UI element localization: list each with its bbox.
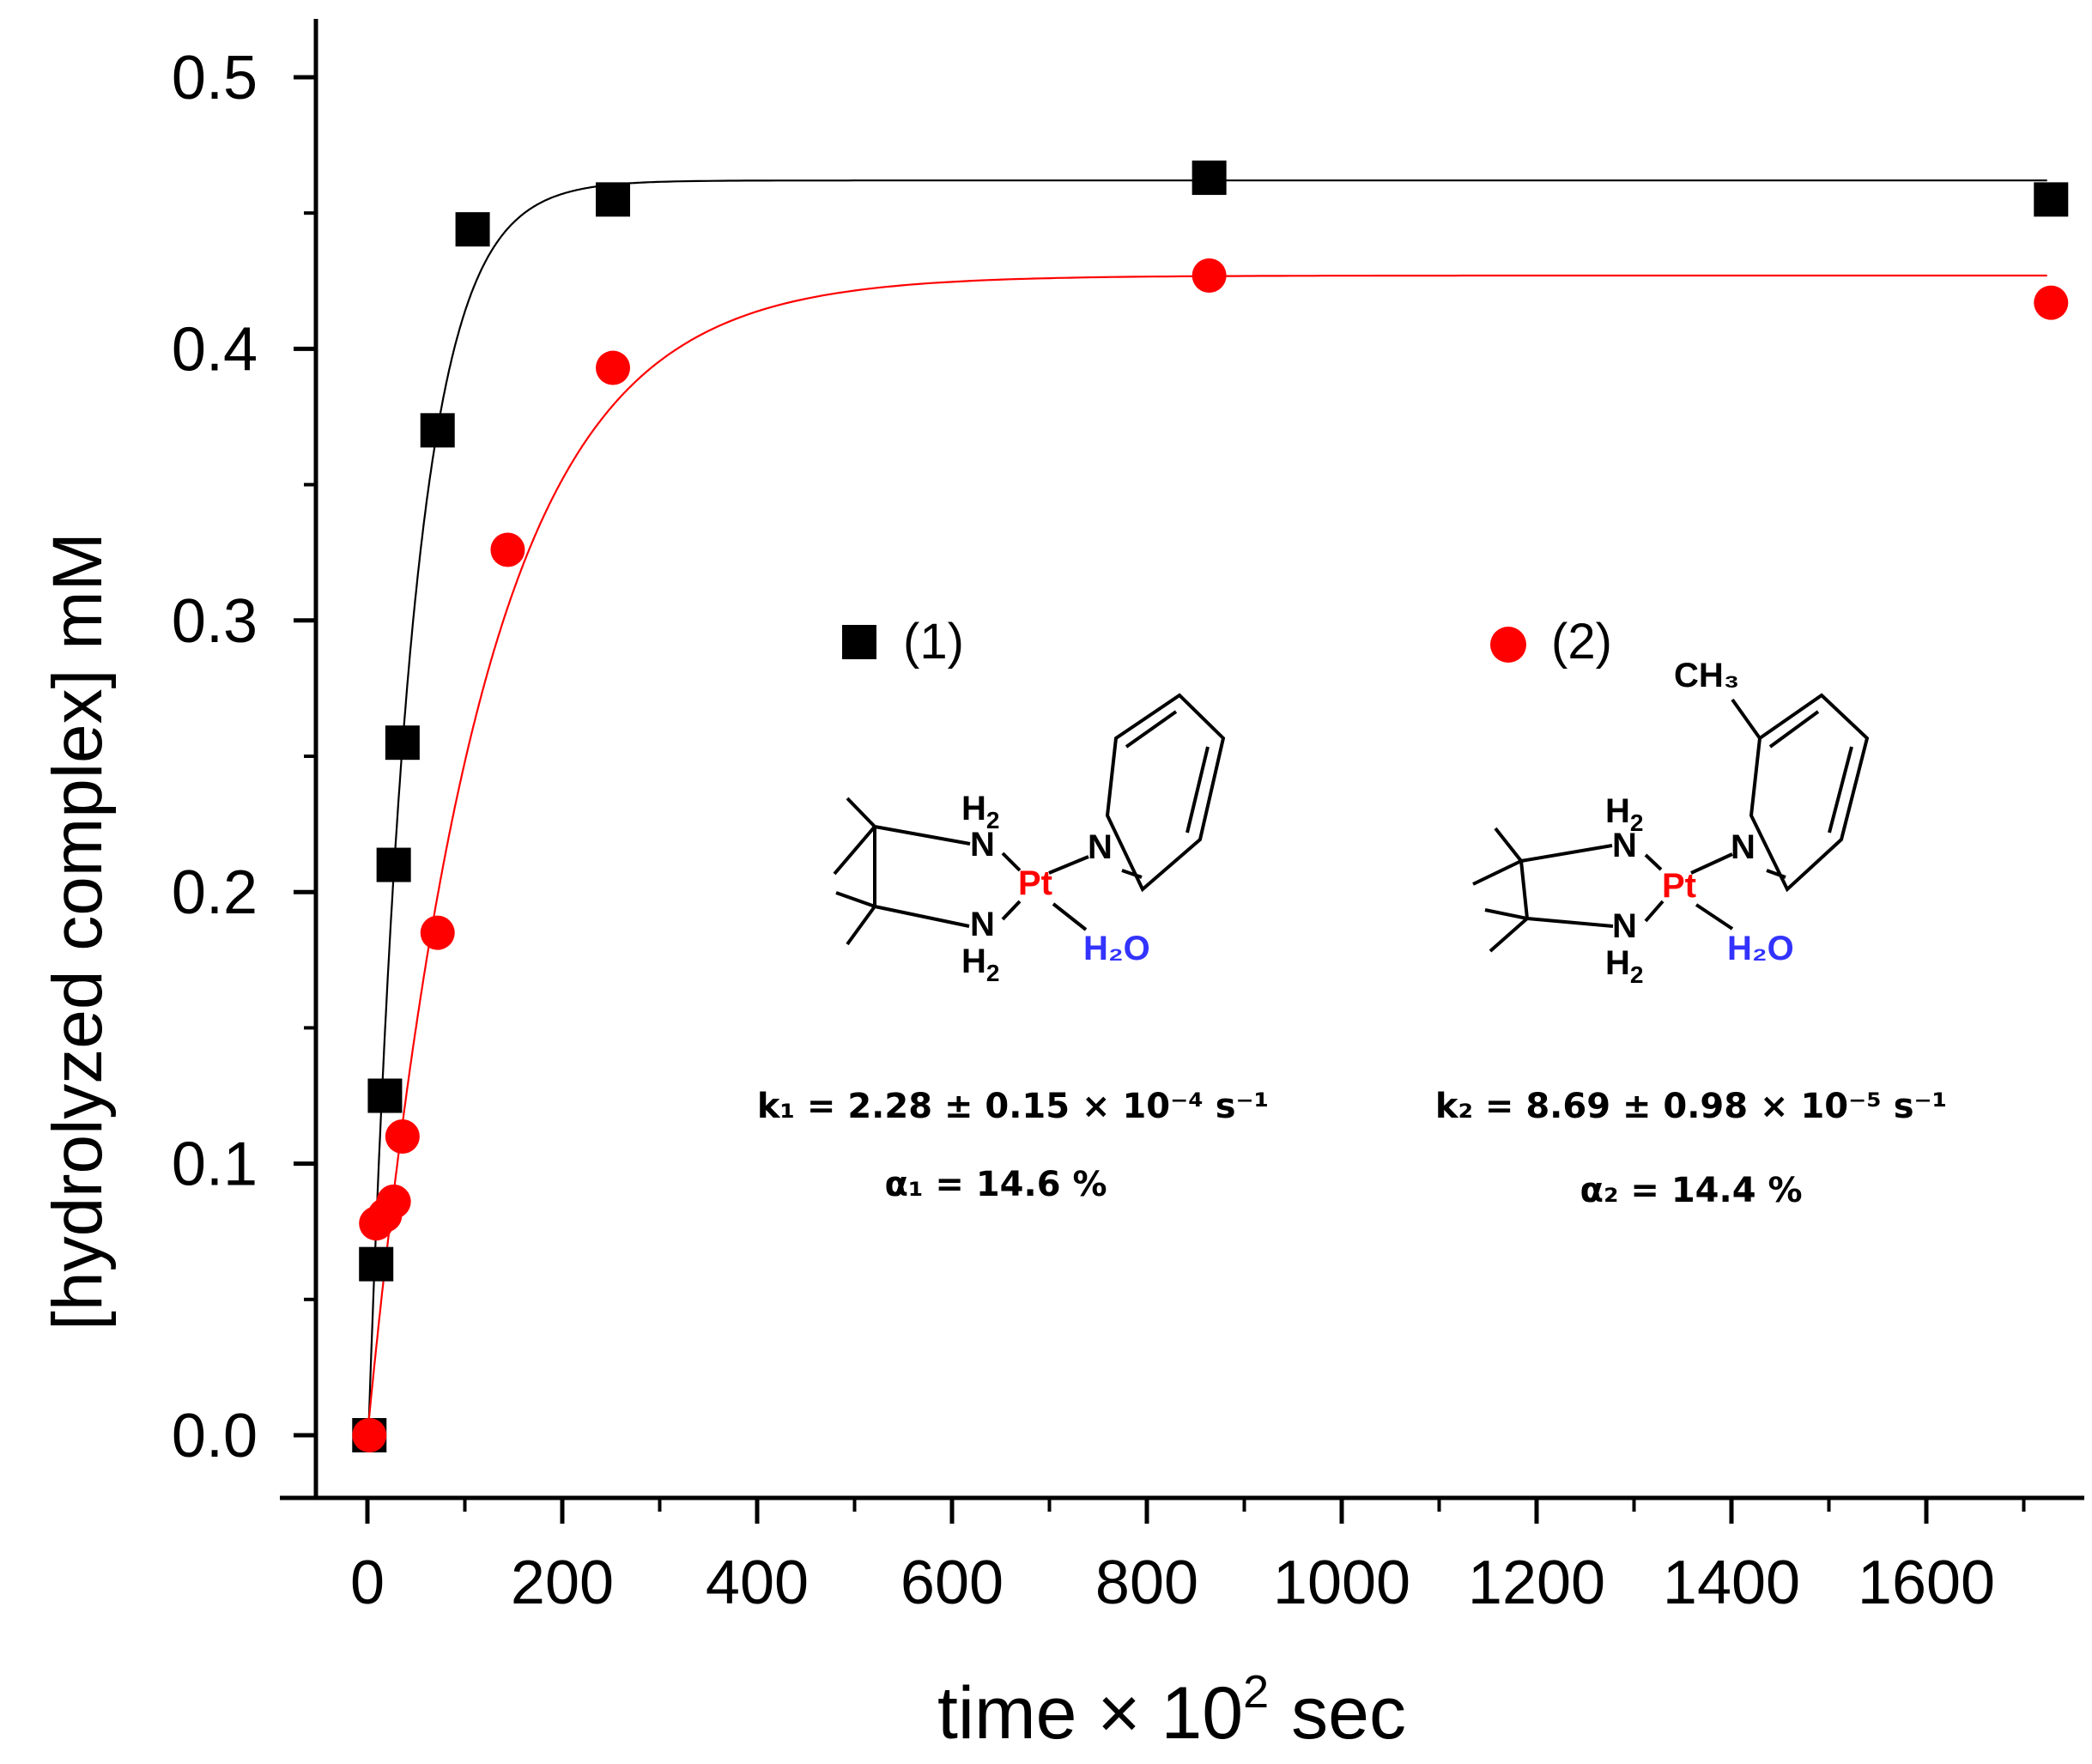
bond — [846, 797, 876, 828]
data-point-series-2 — [1192, 258, 1227, 293]
bond — [1052, 902, 1088, 931]
legend: (1) (2) — [842, 614, 1612, 670]
double-bond — [1766, 869, 1786, 879]
structure-atoms-1: H2 N Pt N H2 N H₂O — [961, 790, 1150, 986]
y-axis-title: [hydrolyzed complex] mM — [39, 532, 117, 1331]
bond — [1520, 844, 1613, 863]
data-point-series-1 — [376, 847, 411, 882]
data-point-series-2 — [385, 1118, 420, 1154]
data-point-series-1 — [1192, 161, 1227, 196]
double-bond — [1121, 869, 1143, 879]
bond — [835, 891, 876, 908]
fit-curve-2 — [366, 274, 2047, 1436]
bond — [1494, 827, 1523, 863]
x-tick-label: 1600 — [1858, 1549, 1995, 1617]
legend-label-1: (1) — [903, 614, 964, 670]
x-tick-label: 1000 — [1273, 1549, 1410, 1617]
bond — [1526, 917, 1614, 928]
data-point-series-2 — [352, 1418, 387, 1452]
x-ticks: 0 200 400 600 800 1000 1200 1400 1600 — [350, 1498, 2026, 1617]
x-tick-label: 0 — [350, 1549, 385, 1617]
pyridine-ring — [1749, 693, 1870, 893]
rate-constant-1: k₁ = 2.28 ± 0.15 × 10⁻⁴ s⁻¹ — [757, 1087, 1269, 1126]
atom-n: N — [970, 826, 995, 864]
data-point-series-2 — [376, 1184, 411, 1219]
atom-h2: H2 — [1605, 792, 1643, 836]
atom-pt: Pt — [1662, 867, 1696, 905]
atom-h2: H2 — [961, 943, 999, 986]
bond — [1472, 859, 1522, 886]
atom-water: H₂O — [1727, 930, 1794, 967]
x-tick-label: 1400 — [1663, 1549, 1800, 1617]
axes — [280, 19, 2084, 1500]
bond — [1519, 860, 1529, 919]
x-tick-label: 1200 — [1468, 1549, 1605, 1617]
atom-n: N — [1612, 907, 1637, 945]
pyridine-ring — [1105, 693, 1226, 893]
double-bond — [1768, 710, 1820, 749]
data-point-series-1 — [2034, 182, 2069, 217]
y-ticks: 0.0 0.1 0.2 0.3 0.4 0.5 — [172, 44, 316, 1470]
legend-label-2: (2) — [1551, 614, 1612, 670]
bond — [1644, 853, 1663, 871]
x-tick-label: 800 — [1095, 1549, 1198, 1617]
y-tick-label: 0.3 — [172, 587, 258, 656]
data-point-series-1 — [359, 1246, 394, 1282]
double-bond — [1828, 746, 1853, 834]
x-tick-label: 600 — [900, 1549, 1004, 1617]
x-axis-title: time × 102 sec — [937, 1666, 1406, 1755]
x-tick-label: 400 — [706, 1549, 809, 1617]
y-tick-label: 0.1 — [172, 1131, 258, 1199]
data-point-series-2 — [490, 532, 525, 567]
bond — [874, 825, 971, 846]
atom-pt: Pt — [1018, 864, 1052, 902]
data-point-series-2 — [596, 350, 631, 385]
y-tick-label: 0.5 — [172, 44, 258, 112]
bond — [874, 905, 970, 928]
atom-n-pyridine: N — [1088, 828, 1113, 866]
x-tick-label: 200 — [511, 1549, 614, 1617]
bond — [1048, 855, 1089, 875]
atom-n: N — [970, 906, 995, 943]
structure-atoms-2: CH₃ H2 N Pt N H2 N H₂O — [1605, 657, 1794, 988]
rate-constant-2: k₂ = 8.69 ± 0.98 × 10⁻⁵ s⁻¹ — [1435, 1087, 1947, 1126]
structure-complex-2 — [1472, 693, 1870, 953]
bond — [1484, 908, 1528, 920]
bond — [1695, 903, 1734, 930]
methyl-bond — [1731, 698, 1762, 740]
bond — [833, 825, 876, 876]
double-bond — [1185, 746, 1210, 834]
atom-methyl: CH₃ — [1674, 657, 1739, 694]
data-point-series-2 — [2034, 285, 2069, 320]
structure-complex-1 — [833, 693, 1226, 946]
y-tick-label: 0.0 — [172, 1402, 258, 1470]
data-point-series-1 — [596, 182, 631, 217]
atom-n: N — [1612, 827, 1637, 864]
fraction-1: α₁ = 14.6 % — [884, 1165, 1107, 1204]
bond — [1489, 917, 1529, 953]
bond — [1001, 900, 1022, 921]
bond — [1001, 852, 1022, 872]
bond — [1644, 900, 1665, 923]
fraction-2: α₂ = 14.4 % — [1580, 1171, 1802, 1210]
data-point-series-2 — [420, 915, 455, 950]
data-points — [352, 161, 2069, 1452]
y-tick-label: 0.4 — [172, 315, 258, 384]
y-tick-label: 0.2 — [172, 858, 258, 927]
data-point-series-1 — [455, 212, 490, 247]
atom-water: H₂O — [1083, 930, 1150, 967]
bond — [1690, 852, 1733, 875]
legend-marker-1 — [842, 625, 876, 659]
atom-h2: H2 — [961, 790, 999, 834]
bond — [846, 905, 876, 946]
double-bond — [1125, 710, 1178, 749]
legend-marker-2 — [1490, 627, 1526, 663]
data-point-series-1 — [367, 1078, 403, 1113]
atom-n-pyridine: N — [1731, 828, 1755, 866]
data-point-series-1 — [420, 413, 455, 448]
data-point-series-1 — [385, 725, 420, 761]
atom-h2: H2 — [1605, 944, 1643, 988]
